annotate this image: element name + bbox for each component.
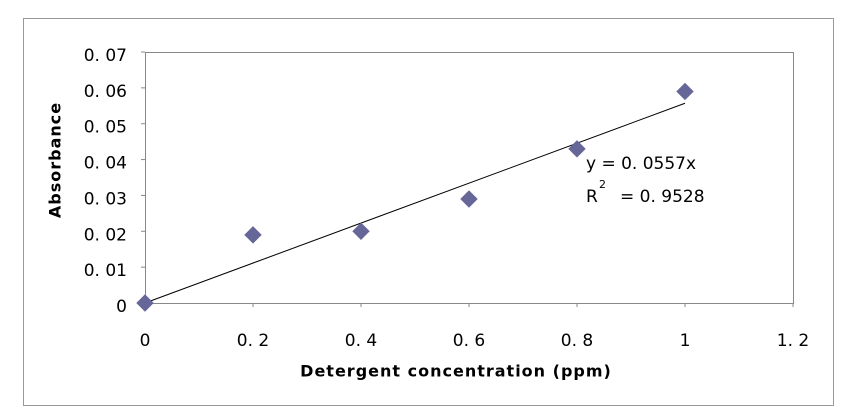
x-tick-label: 0. 8 — [561, 331, 593, 351]
plot-area — [145, 52, 794, 304]
trendline — [144, 102, 686, 304]
x-tick-label: 1 — [680, 331, 691, 351]
y-tick-label: 0. 05 — [84, 118, 127, 138]
x-tick-label: 0 — [140, 331, 151, 351]
x-tick-label: 1. 2 — [777, 331, 809, 351]
data-point — [352, 222, 370, 240]
data-point — [568, 140, 586, 158]
y-tick-label: 0. 01 — [84, 261, 127, 281]
y-tick-label: 0. 06 — [84, 82, 127, 102]
x-axis-title: Detergent concentration (ppm) — [300, 362, 612, 381]
y-tick-label: 0. 02 — [84, 225, 127, 245]
r2-symbol: R — [586, 187, 598, 207]
x-tick-label: 0. 2 — [237, 331, 269, 351]
x-tick-label: 0. 4 — [345, 331, 377, 351]
trendline-equation: y = 0. 0557x — [586, 154, 696, 174]
data-point — [460, 190, 478, 208]
data-point — [136, 294, 154, 312]
y-axis-title: Absorbance — [46, 102, 65, 218]
data-point — [676, 82, 694, 101]
y-tick-label: 0. 03 — [84, 189, 127, 209]
y-tick-label: 0. 04 — [84, 154, 127, 174]
x-tick-label: 0. 6 — [453, 331, 485, 351]
r2-superscript: 2 — [599, 178, 606, 191]
y-tick-label: 0 — [116, 297, 127, 317]
data-point — [244, 226, 262, 244]
y-tick-label: 0. 07 — [84, 46, 127, 66]
r2-value: = 0. 9528 — [620, 187, 705, 207]
